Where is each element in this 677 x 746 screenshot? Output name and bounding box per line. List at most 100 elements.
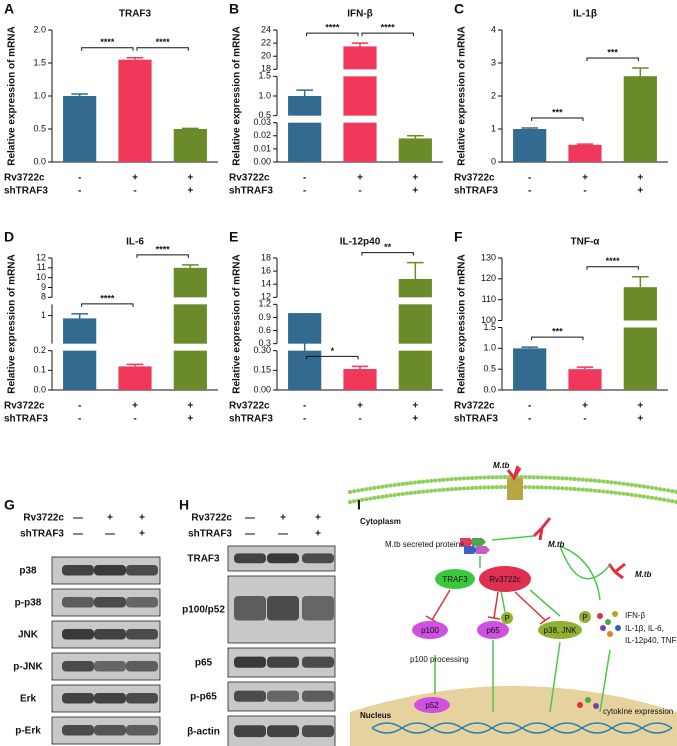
y-axis-label: Relative expression of mRNA (457, 26, 468, 166)
treatment-sign: - (303, 401, 306, 412)
bar (173, 350, 207, 390)
y-tick-label: 0.2 (33, 345, 46, 355)
y-tick-label: 0.5 (483, 364, 496, 374)
blot-band (62, 725, 94, 736)
cytokines (577, 611, 621, 709)
traf3-node (435, 569, 475, 589)
treatment-sign: - (303, 414, 306, 425)
y-tick-label: 1.0 (33, 90, 46, 100)
y-tick-label: 12 (261, 292, 271, 302)
error-bar (632, 67, 649, 77)
treatment-sign: + (139, 513, 145, 524)
treatment-sign: - (528, 173, 531, 184)
ifn-label: IFN-β (625, 611, 646, 620)
significance-label: **** (156, 244, 171, 254)
p65-node (477, 621, 509, 639)
significance-label: *** (552, 107, 563, 117)
treatment-sign: + (637, 186, 643, 197)
y-tick-label: 24 (261, 24, 271, 34)
treatment-sign: + (132, 173, 138, 184)
y-tick-label: 0.5 (258, 110, 271, 120)
significance-label: ** (384, 242, 392, 252)
y-tick-label: 1.5 (258, 71, 271, 81)
blot-band (126, 661, 158, 672)
il-label: IL-1β, IL-6, (625, 624, 664, 633)
treatment-sign: - (583, 186, 586, 197)
blot-band (94, 597, 126, 608)
y-tick-label: 0 (491, 156, 496, 166)
blot-band (94, 725, 126, 736)
y-tick-label: 3 (491, 57, 496, 67)
blot-band (126, 565, 158, 576)
blot-band (126, 693, 158, 704)
treatment-sign: — (245, 529, 255, 540)
blot-band (267, 725, 299, 738)
y-tick-label: 0.0 (33, 156, 46, 166)
blot-band (126, 629, 158, 640)
bar (343, 122, 377, 162)
treatment-sign: + (187, 173, 193, 184)
chart-title: IFN-β (347, 9, 373, 20)
treatment-sign: - (583, 414, 586, 425)
phospho-node (501, 612, 513, 624)
panel-letter: D (4, 229, 14, 245)
chart-title: IL-1β (573, 9, 597, 20)
y-tick-label: 8 (41, 292, 46, 302)
blot-row-label: p-p65 (190, 692, 217, 703)
panel-letter: G (4, 497, 15, 513)
treatment-name: shTRAF3 (454, 414, 498, 425)
blot-band (302, 690, 334, 702)
chart-title: IL-12p40 (340, 237, 381, 248)
significance-bracket (136, 254, 189, 258)
y-tick-label: 1.5 (33, 57, 46, 67)
treatment-sign: + (582, 173, 588, 184)
y-tick-label: 0.5 (33, 123, 46, 133)
panel-letter: H (179, 497, 189, 513)
receptor (507, 478, 523, 500)
blot-band (126, 597, 158, 608)
p100-node (412, 621, 448, 639)
error-bar (407, 135, 424, 139)
significance-label: **** (100, 293, 115, 303)
blot-band (267, 596, 299, 621)
treatment-sign: - (133, 414, 136, 425)
y-tick-label: 2.0 (33, 24, 46, 34)
blot-row-label: p-p38 (15, 598, 42, 609)
y-tick-label: 20 (261, 51, 271, 61)
blot-band (94, 661, 126, 672)
bar (623, 287, 657, 321)
error-bar (576, 143, 594, 145)
treatment-sign: + (315, 529, 321, 540)
treatment-sign: — (73, 529, 83, 540)
y-tick-label: 1.5 (483, 322, 496, 332)
blot-band (62, 629, 94, 640)
bar (173, 129, 207, 162)
p52-label: p52 (425, 701, 439, 710)
blot-band (302, 596, 334, 621)
y-axis-label: Relative expression of mRNA (7, 26, 18, 166)
significance-label: **** (100, 37, 115, 47)
activation-arrow (434, 535, 611, 713)
y-tick-label: 0.1 (33, 365, 46, 375)
treatment-sign: - (528, 401, 531, 412)
y-tick-label: 1 (41, 310, 46, 320)
treatment-sign: + (357, 401, 363, 412)
panel-letter: E (229, 229, 238, 245)
y-tick-label: 0.03 (253, 117, 271, 127)
error-bar (521, 127, 538, 129)
blot-band (302, 725, 334, 738)
blot-band (62, 661, 94, 672)
y-tick-label: 0.30 (253, 345, 271, 355)
y-tick-label: 120 (481, 273, 496, 283)
bacteria-icon (506, 465, 626, 580)
y-tick-label: 0.01 (253, 143, 271, 153)
y-tick-label: 22 (261, 37, 271, 47)
y-tick-label: 0.02 (253, 130, 271, 140)
y-tick-label: 1.0 (258, 90, 271, 100)
bar (118, 366, 152, 390)
treatment-sign: + (139, 529, 145, 540)
treatment-name: Rv3722c (4, 401, 45, 412)
mtb-label: M.tb (548, 540, 565, 549)
y-tick-label: 18 (261, 252, 271, 262)
y-tick-label: 1.0 (483, 343, 496, 353)
